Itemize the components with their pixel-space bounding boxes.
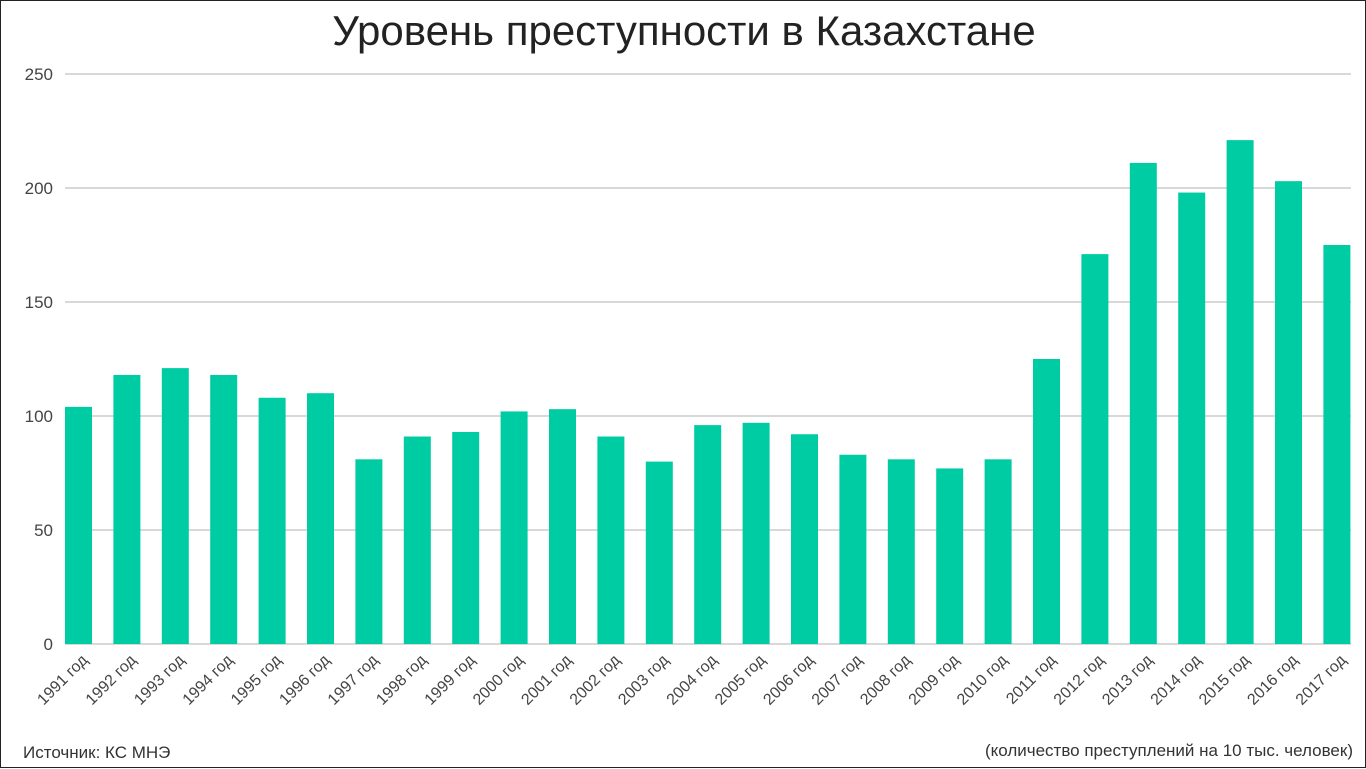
y-tick-label: 150: [25, 293, 53, 312]
x-tick-label: 2012 год: [1051, 651, 1108, 708]
bar-2010: [984, 459, 1012, 644]
bar-2017: [1323, 245, 1351, 644]
x-tick-label: 1993 год: [131, 651, 188, 708]
y-tick-label: 250: [25, 65, 53, 84]
x-tick-label: 1992 год: [83, 651, 140, 708]
x-tick-label: 2013 год: [1099, 651, 1156, 708]
bar-2013: [1129, 162, 1157, 645]
x-tick-label: 2006 год: [760, 651, 817, 708]
bar-1999: [452, 431, 480, 644]
bar-1998: [403, 436, 431, 644]
bar-1995: [258, 397, 286, 644]
bar-2008: [887, 459, 915, 644]
bar-2012: [1081, 254, 1109, 644]
y-tick-label: 100: [25, 407, 53, 426]
x-tick-label: 2007 год: [809, 651, 866, 708]
bar-2011: [1033, 359, 1060, 644]
x-tick-label: 2014 год: [1148, 651, 1205, 708]
x-tick-label: 2017 год: [1293, 651, 1350, 708]
y-tick-label: 200: [25, 179, 53, 198]
x-tick-label: 2005 год: [712, 651, 769, 708]
bar-2001: [549, 409, 576, 644]
x-tick-label: 2008 год: [857, 651, 914, 708]
x-tick-label: 2003 год: [615, 651, 672, 708]
bar-2007: [839, 454, 867, 644]
x-tick-label: 2004 год: [664, 651, 721, 708]
x-tick-label: 1996 год: [276, 651, 333, 708]
x-tick-label: 2015 год: [1196, 651, 1253, 708]
bar-1996: [307, 393, 334, 644]
bar-1994: [210, 374, 238, 644]
bar-2014: [1178, 192, 1206, 644]
x-tick-label: 1995 год: [228, 651, 285, 708]
x-tick-label: 1991 год: [34, 651, 91, 708]
bar-2006: [791, 434, 818, 644]
chart-title: Уровень преступности в Казахстане: [332, 7, 1036, 54]
bar-2005: [742, 422, 770, 644]
bar-1992: [113, 374, 141, 644]
bar-1997: [355, 459, 383, 644]
bar-2004: [694, 425, 722, 644]
x-tick-label: 2002 год: [567, 651, 624, 708]
x-tick-label: 2010 год: [954, 651, 1011, 708]
x-tick-label: 1994 год: [180, 651, 237, 708]
x-tick-label: 1997 год: [325, 651, 382, 708]
x-tick-label: 2001 год: [518, 651, 575, 708]
y-tick-label: 0: [44, 635, 53, 654]
units-note: (количество преступлений на 10 тыс. чело…: [984, 741, 1353, 760]
y-tick-label: 50: [34, 521, 53, 540]
bar-2015: [1226, 140, 1254, 644]
bar-2003: [645, 461, 673, 644]
bar-1993: [161, 368, 189, 644]
x-tick-label: 2009 год: [906, 651, 963, 708]
bar-2002: [597, 436, 625, 644]
x-tick-label: 1999 год: [422, 651, 479, 708]
bar-2016: [1275, 181, 1302, 644]
bar-1991: [65, 406, 92, 644]
x-tick-label: 2016 год: [1244, 651, 1301, 708]
source-note: Источник: КС МНЭ: [23, 743, 171, 762]
x-tick-label: 2000 год: [470, 651, 527, 708]
bar-2009: [936, 468, 964, 644]
x-tick-label: 2011 год: [1003, 651, 1059, 707]
bar-2000: [500, 411, 528, 644]
x-tick-label: 1998 год: [373, 651, 430, 708]
